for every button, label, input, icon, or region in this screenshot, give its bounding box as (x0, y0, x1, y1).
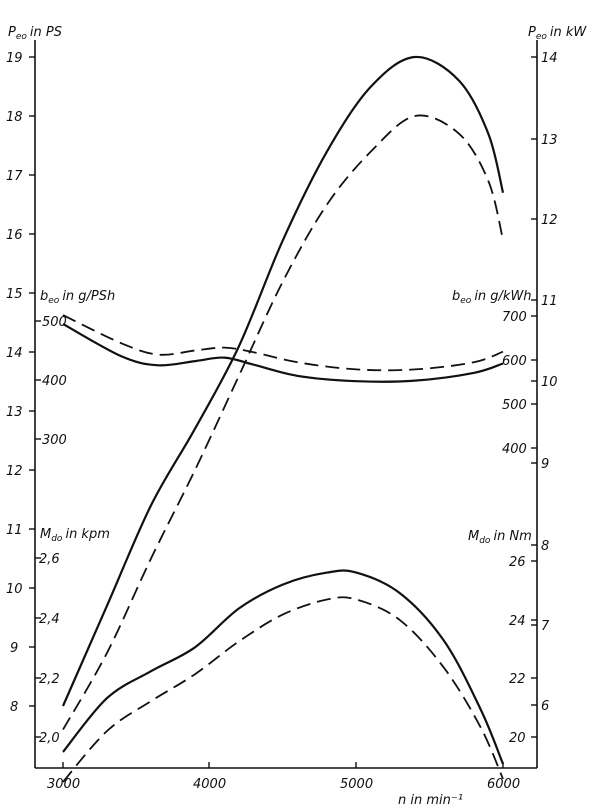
bsfc-psh-ticks: 300 400 500 (35, 315, 67, 448)
x-tick-label: 3000 (47, 777, 80, 792)
kw-tick-label: 8 (541, 539, 549, 554)
power-kw-ticks: 6 7 8 9 10 11 12 13 14 (531, 51, 558, 714)
ps-tick-label: 15 (6, 287, 23, 302)
ps-tick-label: 8 (10, 700, 18, 715)
x-axis-ticks: 3000 4000 5000 6000 (47, 762, 520, 792)
torque-kpm-ticks: 2,0 2,2 2,4 2,6 (35, 552, 60, 746)
right-power-axis-title: Peo in kW (528, 25, 587, 42)
left-torque-axis-title: Mdo in kpm (40, 527, 110, 544)
ps-tick-label: 17 (6, 169, 23, 184)
x-axis-title: n in min⁻¹ (398, 793, 463, 808)
kw-tick-label: 12 (541, 213, 558, 228)
kw-tick-label: 13 (541, 133, 558, 148)
power-ps-ticks: 8 9 10 11 12 13 14 15 16 17 18 19 (6, 51, 35, 715)
kpm-tick-label: 2,2 (39, 672, 60, 687)
ps-tick-label: 9 (10, 641, 18, 656)
left-power-axis-title: Peo in PS (8, 25, 62, 42)
kwh-tick-label: 600 (502, 354, 527, 369)
power-curve-solid (61, 55, 505, 707)
psh-tick-label: 300 (42, 433, 67, 448)
right-torque-axis-title: Mdo in Nm (468, 529, 532, 546)
ps-tick-label: 11 (6, 523, 23, 538)
nm-tick-label: 26 (509, 555, 526, 570)
kw-tick-label: 10 (541, 375, 558, 390)
x-tick-label: 4000 (193, 777, 226, 792)
ps-tick-label: 16 (6, 228, 23, 243)
kw-tick-label: 11 (541, 294, 558, 309)
psh-tick-label: 500 (42, 315, 67, 330)
torque-curve-solid (62, 569, 505, 765)
ps-tick-label: 19 (6, 51, 23, 66)
nm-tick-label: 24 (509, 614, 526, 629)
bsfc-curve-solid (62, 322, 504, 383)
kw-tick-label: 9 (541, 457, 549, 472)
bsfc-kwh-ticks: 400 500 600 700 (502, 310, 537, 457)
left-bsfc-axis-title: beo in g/PSh (40, 289, 115, 306)
x-tick-label: 6000 (487, 777, 520, 792)
kpm-tick-label: 2,0 (39, 731, 60, 746)
kw-tick-label: 6 (541, 699, 549, 714)
nm-tick-label: 22 (509, 672, 526, 687)
psh-tick-label: 400 (42, 374, 67, 389)
ps-tick-label: 12 (6, 464, 23, 479)
right-bsfc-axis-title: beo in g/kWh (452, 289, 532, 306)
nm-tick-label: 20 (509, 731, 526, 746)
power-curve-dashed (62, 114, 504, 731)
kpm-tick-label: 2,4 (39, 612, 60, 627)
kwh-tick-label: 700 (502, 310, 527, 325)
bsfc-curve-dashed (62, 314, 504, 372)
kwh-tick-label: 400 (502, 442, 527, 457)
kw-tick-label: 7 (541, 619, 550, 634)
kw-tick-label: 14 (541, 51, 558, 66)
ps-tick-label: 18 (6, 110, 23, 125)
kwh-tick-label: 500 (502, 398, 527, 413)
torque-curve-dashed (62, 596, 504, 783)
ps-tick-label: 13 (6, 405, 23, 420)
ps-tick-label: 10 (6, 582, 23, 597)
torque-nm-ticks: 20 22 24 26 (509, 555, 537, 746)
ps-tick-label: 14 (6, 346, 23, 361)
x-tick-label: 5000 (340, 777, 373, 792)
kpm-tick-label: 2,6 (39, 552, 60, 567)
